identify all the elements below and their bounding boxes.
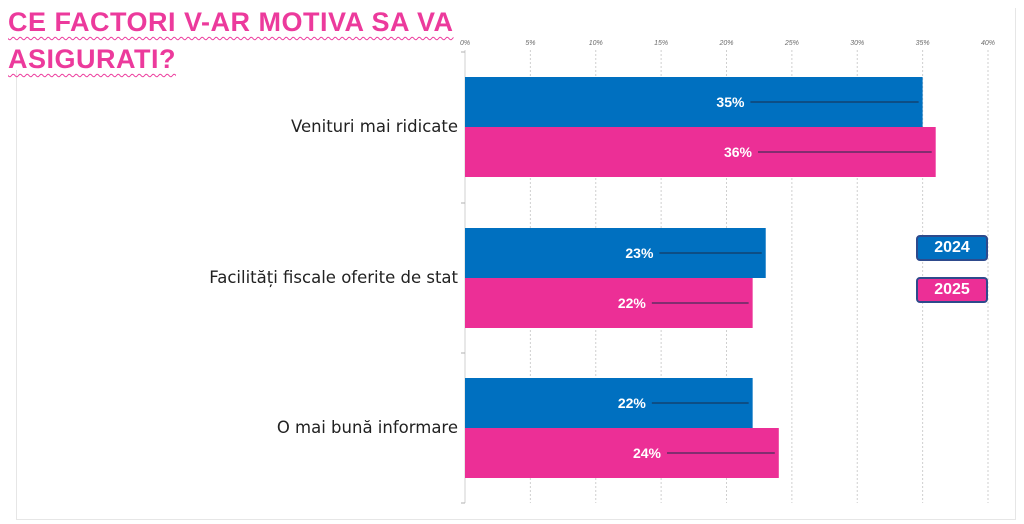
data-label: 22%	[618, 395, 647, 411]
category-label: Facilități fiscale oferite de stat	[209, 268, 458, 287]
data-label: 24%	[633, 445, 662, 461]
data-label: 22%	[618, 295, 647, 311]
legend-item-2024: 2024	[916, 235, 988, 261]
frame-bottom-line	[16, 519, 1016, 520]
x-tick-label: 15%	[654, 40, 668, 47]
frame-right-line	[1015, 8, 1016, 520]
x-tick-label: 30%	[850, 40, 864, 47]
chart-title-line-2: ASIGURATI?	[8, 44, 176, 74]
x-tick-label: 5%	[525, 40, 535, 47]
x-tick-label: 20%	[718, 40, 733, 47]
category-label: Venituri mai ridicate	[291, 117, 458, 136]
category-label: O mai bună informare	[277, 418, 458, 437]
data-label: 23%	[625, 245, 654, 261]
x-tick-label: 10%	[589, 40, 603, 47]
data-label: 36%	[724, 144, 753, 160]
chart-title-line-1: CE FACTORI V-AR MOTIVA SA VA	[8, 7, 454, 37]
legend-item-2025: 2025	[916, 277, 988, 303]
chart-title: CE FACTORI V-AR MOTIVA SA VA ASIGURATI?	[8, 4, 568, 78]
x-tick-label: 35%	[916, 40, 930, 47]
x-tick-label: 0%	[460, 40, 470, 47]
x-tick-label: 40%	[981, 40, 995, 47]
frame-left-line	[16, 70, 17, 520]
data-label: 35%	[716, 94, 745, 110]
x-tick-label: 25%	[784, 40, 799, 47]
